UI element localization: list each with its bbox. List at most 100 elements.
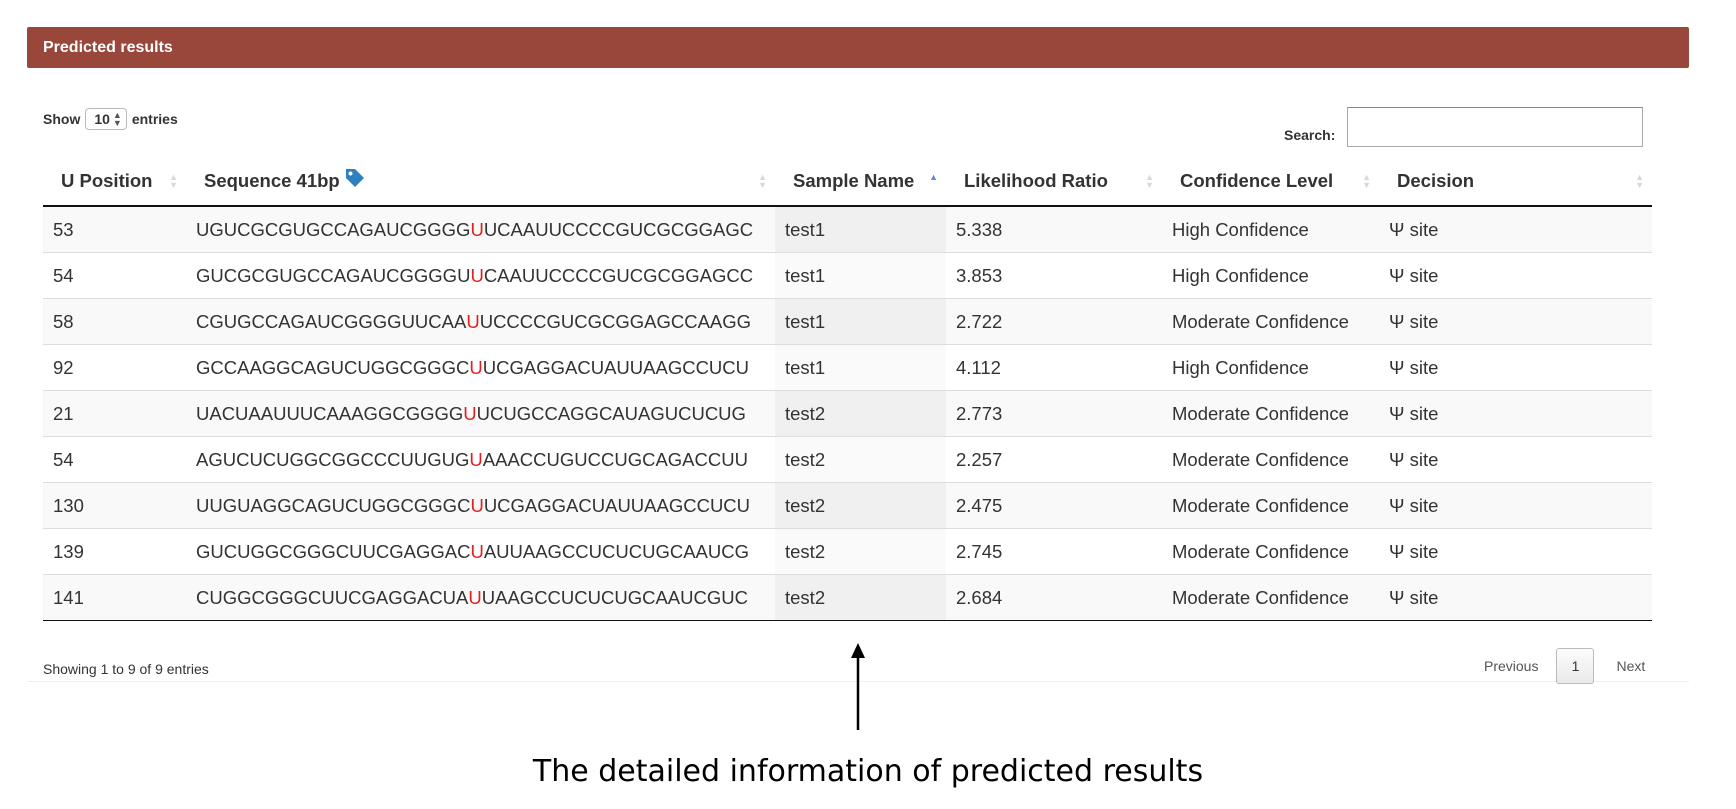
target-u: U <box>466 310 480 332</box>
sequence-prefix: GCCAAGGCAGUCUGGCGGGC <box>196 356 470 378</box>
likelihood-ratio-cell: 2.722 <box>946 298 1162 345</box>
confidence-level-cell: High Confidence <box>1162 252 1379 299</box>
likelihood-ratio-cell: 2.773 <box>946 390 1162 437</box>
u-position-cell: 53 <box>43 206 186 253</box>
likelihood-ratio-cell: 4.112 <box>946 344 1162 391</box>
table-row: 141 CUGGCGGGCUUCGAGGACUAUUAAGCCUCUCUGCAAU… <box>43 574 1652 621</box>
likelihood-ratio-cell: 2.475 <box>946 482 1162 529</box>
likelihood-ratio-cell: 5.338 <box>946 206 1162 253</box>
sequence-cell: GUCUGGCGGGCUUCGAGGACUAUUAAGCCUCUCUGCAAUC… <box>186 528 775 575</box>
target-u: U <box>470 540 484 562</box>
decision-cell: Ψ site <box>1379 344 1652 391</box>
entries-label: entries <box>131 111 178 127</box>
sequence-suffix: AUUAAGCCUCUCUGCAAUCG <box>483 540 750 562</box>
figure-caption: The detailed information of predicted re… <box>532 754 1204 789</box>
sequence-suffix: CAAUUCCCCGUCGCGGAGCC <box>483 264 754 286</box>
sequence-suffix: AAACCUGUCCUGCAGACCUU <box>482 448 748 470</box>
column-header-decision[interactable]: Decision ▲ ▼ <box>1379 156 1652 207</box>
sequence-prefix: AGUCUCUGGCGGCCCUUGUG <box>196 448 470 470</box>
sample-name-cell: test1 <box>775 344 946 391</box>
decision-cell: Ψ site <box>1379 528 1652 575</box>
decision-cell: Ψ site <box>1379 390 1652 437</box>
sequence-prefix: UACUAAUUUCAAAGGCGGGG <box>196 402 464 424</box>
search-input[interactable] <box>1347 107 1644 147</box>
show-label: Show <box>43 111 81 127</box>
entries-select[interactable]: 10 ▲ ▼ <box>85 108 127 130</box>
u-position-cell: 92 <box>43 344 186 391</box>
sequence-prefix: CGUGCCAGAUCGGGGUUCAA <box>196 310 467 332</box>
decision-cell: Ψ site <box>1379 206 1652 253</box>
column-header-sample-name[interactable]: Sample Name ▲▼ <box>775 156 946 207</box>
table-row: 58 CGUGCCAGAUCGGGGUUCAAUUCCCCGUCGCGGAGCCA… <box>43 298 1652 345</box>
column-header-likelihood-ratio[interactable]: Likelihood Ratio ▲ ▼ <box>946 156 1162 207</box>
next-button[interactable]: Next <box>1616 658 1646 674</box>
confidence-level-cell: High Confidence <box>1162 206 1379 253</box>
sequence-prefix: GUCGCGUGCCAGAUCGGGGU <box>196 264 471 286</box>
sequence-suffix: UCUGCCAGGCAUAGUCUCUG <box>476 402 746 424</box>
target-u: U <box>469 356 483 378</box>
sequence-suffix: UCCCCGUCGCGGAGCCAAGG <box>479 310 752 332</box>
confidence-level-cell: Moderate Confidence <box>1162 482 1379 529</box>
confidence-level-cell: Moderate Confidence <box>1162 390 1379 437</box>
column-header-confidence-level[interactable]: Confidence Level ▲ ▼ <box>1162 156 1379 207</box>
target-u: U <box>463 402 477 424</box>
sequence-prefix: UGUCGCGUGCCAGAUCGGGG <box>196 218 471 240</box>
sequence-cell: UGUCGCGUGCCAGAUCGGGGUUCAAUUCCCCGUCGCGGAG… <box>186 206 775 253</box>
sort-icon: ▲ ▼ <box>169 171 178 190</box>
sample-name-cell: test2 <box>775 482 946 529</box>
likelihood-ratio-cell: 3.853 <box>946 252 1162 299</box>
sequence-prefix: UUGUAGGCAGUCUGGCGGGC <box>196 494 471 516</box>
sample-name-cell: test1 <box>775 252 946 299</box>
predicted-results-panel: Predicted results Show 10 ▲ ▼ entries Sea… <box>27 27 1689 684</box>
column-header-u-position[interactable]: U Position ▲ ▼ <box>43 156 186 207</box>
arrow-up-icon <box>851 643 865 730</box>
results-table: U Position ▲ ▼ Sequence 41bp ▲ ▼ Sample Na… <box>43 156 1652 621</box>
target-u: U <box>468 586 482 608</box>
confidence-level-cell: Moderate Confidence <box>1162 436 1379 483</box>
sample-name-cell: test2 <box>775 528 946 575</box>
table-header-row: U Position ▲ ▼ Sequence 41bp ▲ ▼ Sample Na… <box>43 156 1652 207</box>
table-row: 21 UACUAAUUUCAAAGGCGGGGUUCUGCCAGGCAUAGUCU… <box>43 390 1652 437</box>
u-position-cell: 141 <box>43 574 186 621</box>
u-position-cell: 58 <box>43 298 186 345</box>
sort-icon: ▲ ▼ <box>758 171 767 190</box>
u-position-cell: 54 <box>43 436 186 483</box>
sequence-suffix: UAAGCCUCUCUGCAAUCGUC <box>481 586 748 608</box>
sample-name-cell: test2 <box>775 574 946 621</box>
target-u: U <box>469 448 483 470</box>
u-position-cell: 21 <box>43 390 186 437</box>
sequence-suffix: UCGAGGACUAUUAAGCCUCU <box>482 356 750 378</box>
page-1-button[interactable]: 1 <box>1556 648 1595 684</box>
sequence-suffix: UCGAGGACUAUUAAGCCUCU <box>483 494 751 516</box>
table-row: 53 UGUCGCGUGCCAGAUCGGGGUUCAAUUCCCCGUCGCGG… <box>43 206 1652 253</box>
target-u: U <box>470 218 484 240</box>
sequence-cell: CGUGCCAGAUCGGGGUUCAAUUCCCCGUCGCGGAGCCAAG… <box>186 298 775 345</box>
sample-name-cell: test1 <box>775 298 946 345</box>
confidence-level-cell: High Confidence <box>1162 344 1379 391</box>
sequence-cell: UACUAAUUUCAAAGGCGGGGUUCUGCCAGGCAUAGUCUCU… <box>186 390 775 437</box>
sample-name-cell: test1 <box>775 206 946 253</box>
sort-icon: ▲ ▼ <box>1635 171 1644 190</box>
confidence-level-cell: Moderate Confidence <box>1162 298 1379 345</box>
sample-name-cell: test2 <box>775 390 946 437</box>
decision-cell: Ψ site <box>1379 482 1652 529</box>
tag-icon <box>344 167 366 194</box>
entries-select-value: 10 <box>94 111 110 127</box>
target-u: U <box>470 264 484 286</box>
previous-button[interactable]: Previous <box>1484 658 1539 674</box>
table-row: 92 GCCAAGGCAGUCUGGCGGGCUUCGAGGACUAUUAAGCC… <box>43 344 1652 391</box>
decision-cell: Ψ site <box>1379 298 1652 345</box>
column-header-sequence[interactable]: Sequence 41bp ▲ ▼ <box>186 156 775 207</box>
sequence-suffix: UCAAUUCCCCGUCGCGGAGC <box>483 218 754 240</box>
sort-icon: ▲ ▼ <box>1362 171 1371 190</box>
sequence-prefix: GUCUGGCGGGCUUCGAGGAC <box>196 540 471 562</box>
sequence-cell: CUGGCGGGCUUCGAGGACUAUUAAGCCUCUCUGCAAUCGU… <box>186 574 775 621</box>
pagination: Previous 1 Next <box>1484 648 1645 684</box>
sequence-cell: UUGUAGGCAGUCUGGCGGGCUUCGAGGACUAUUAAGCCUC… <box>186 482 775 529</box>
panel-title: Predicted results <box>27 27 1689 68</box>
sequence-cell: GUCGCGUGCCAGAUCGGGGUUCAAUUCCCCGUCGCGGAGC… <box>186 252 775 299</box>
table-row: 54 GUCGCGUGCCAGAUCGGGGUUCAAUUCCCCGUCGCGGA… <box>43 252 1652 299</box>
table-row: 130 UUGUAGGCAGUCUGGCGGGCUUCGAGGACUAUUAAGC… <box>43 482 1652 529</box>
likelihood-ratio-cell: 2.745 <box>946 528 1162 575</box>
u-position-cell: 54 <box>43 252 186 299</box>
